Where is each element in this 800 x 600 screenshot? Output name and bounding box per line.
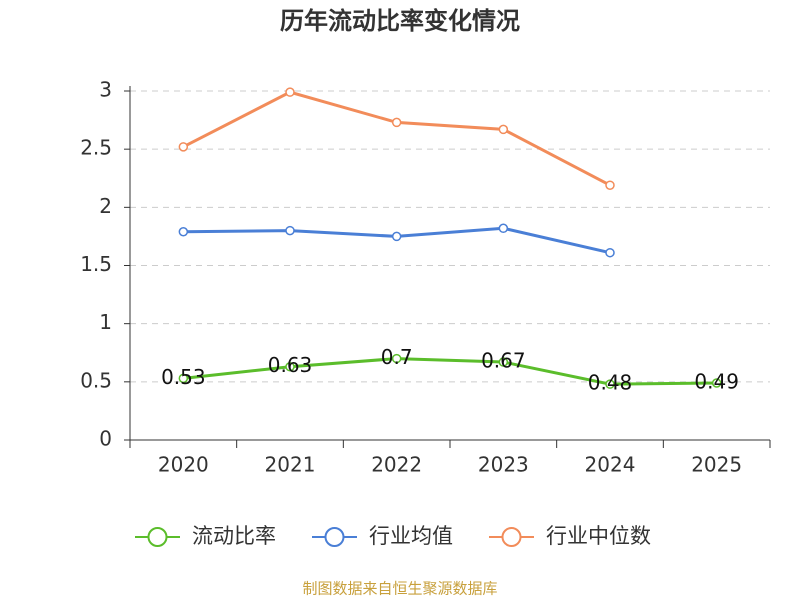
series-line bbox=[182, 90, 611, 187]
source-note: 制图数据来自恒生聚源数据库 bbox=[302, 580, 497, 598]
y-tick-label: 0.5 bbox=[80, 368, 112, 392]
data-label: 0.67 bbox=[481, 349, 526, 373]
data-label: 0.49 bbox=[694, 369, 739, 393]
y-tick-label: 2.5 bbox=[80, 136, 112, 160]
x-tick-label: 2024 bbox=[585, 453, 636, 477]
legend-label: 行业中位数 bbox=[546, 524, 651, 548]
data-point bbox=[285, 361, 295, 372]
data-point bbox=[498, 124, 509, 135]
y-tick-label: 1 bbox=[99, 310, 112, 334]
data-point bbox=[711, 378, 722, 388]
data-point bbox=[285, 225, 295, 236]
legend-label: 流动比率 bbox=[192, 524, 276, 548]
data-point bbox=[605, 180, 615, 190]
y-tick-label: 3 bbox=[99, 78, 112, 102]
data-point bbox=[498, 357, 509, 367]
y-tick-label: 1.5 bbox=[80, 252, 112, 276]
data-label: 0.48 bbox=[588, 371, 633, 395]
legend-marker bbox=[324, 527, 345, 547]
data-label: 0.63 bbox=[268, 353, 313, 377]
y-tick-label: 2 bbox=[99, 194, 112, 218]
data-point bbox=[391, 231, 402, 242]
data-label: 0.7 bbox=[381, 345, 413, 369]
data-point bbox=[605, 247, 615, 258]
data-point bbox=[285, 87, 295, 97]
data-point bbox=[178, 227, 189, 237]
x-tick-label: 2021 bbox=[265, 453, 316, 477]
x-tick-label: 2025 bbox=[691, 453, 742, 477]
y-tick-label: 0 bbox=[99, 427, 112, 451]
legend-marker bbox=[501, 527, 522, 547]
data-point bbox=[178, 373, 189, 384]
x-tick-label: 2020 bbox=[158, 453, 209, 477]
series-line bbox=[183, 357, 717, 386]
data-point bbox=[605, 379, 615, 389]
data-point bbox=[178, 142, 189, 152]
legend-label: 行业均值 bbox=[369, 524, 453, 548]
data-point bbox=[391, 117, 402, 128]
x-tick-label: 2022 bbox=[371, 453, 422, 477]
data-point bbox=[391, 353, 402, 364]
legend-marker bbox=[147, 527, 168, 547]
chart-title: 历年流动比率变化情况 bbox=[280, 7, 520, 35]
data-point bbox=[498, 223, 509, 234]
x-tick-label: 2023 bbox=[478, 453, 529, 477]
data-label: 0.53 bbox=[161, 365, 206, 389]
